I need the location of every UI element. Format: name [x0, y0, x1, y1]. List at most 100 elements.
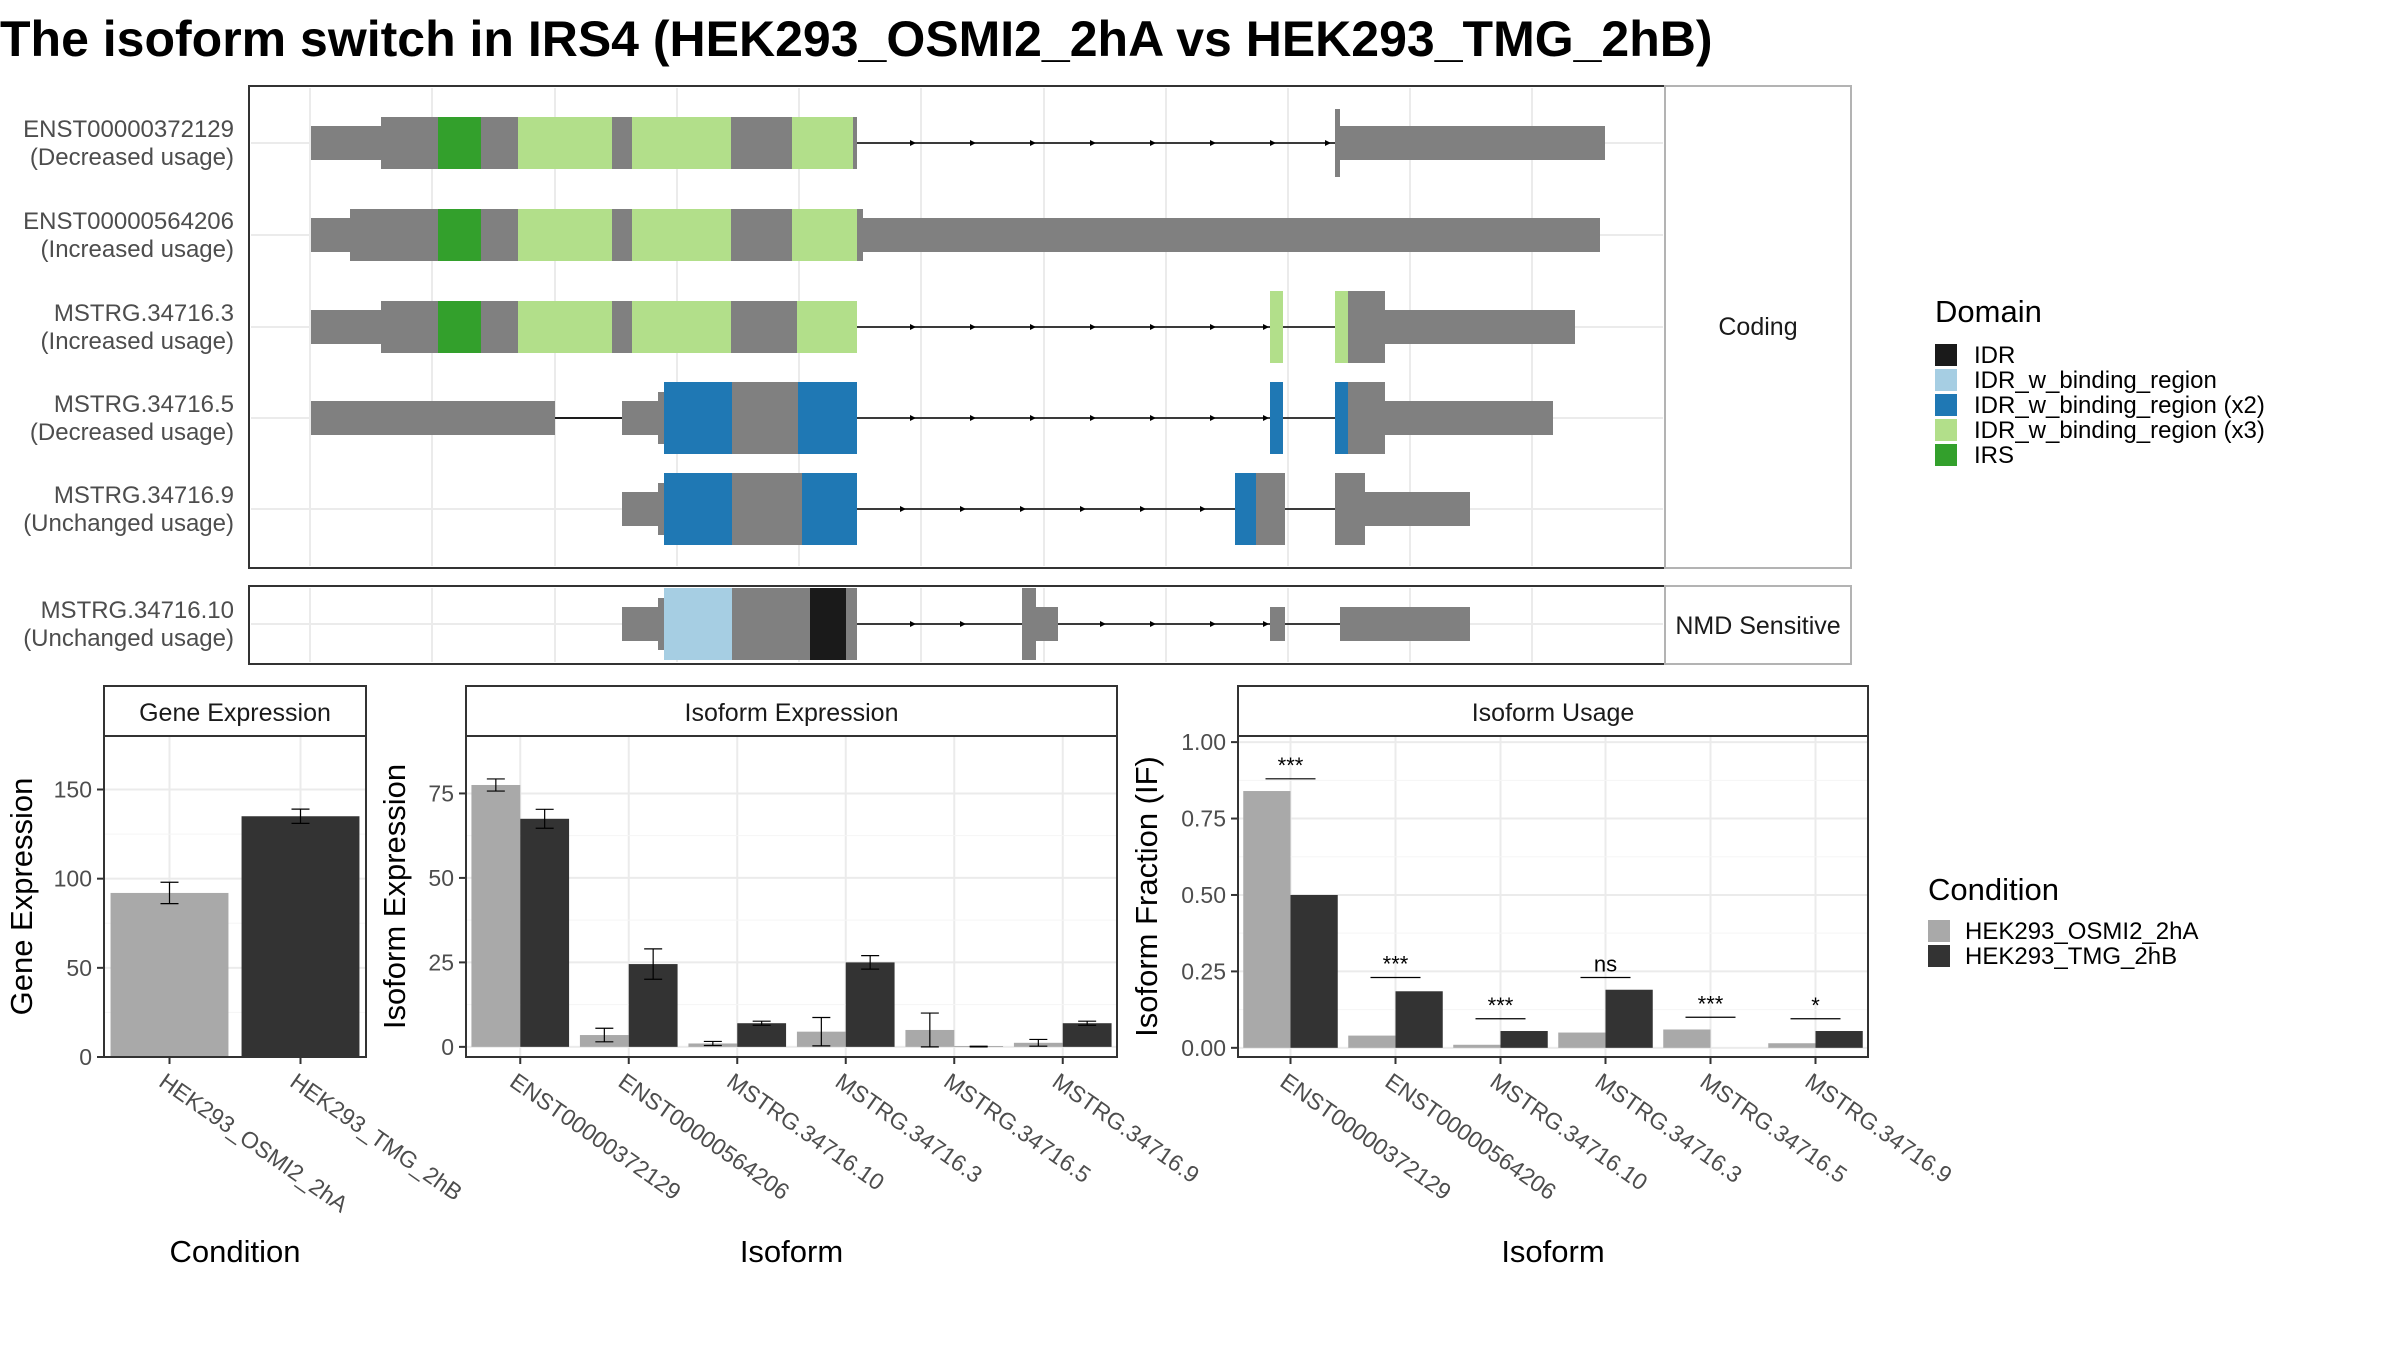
nmd-strip-label: NMD Sensitive [1675, 612, 1840, 640]
x-axis-title: Isoform [740, 1234, 843, 1269]
domain-legend: Domain IDRIDR_w_binding_regionIDR_w_bind… [1935, 294, 2265, 469]
panel-title: Gene Expression [139, 699, 331, 727]
panel-frame [1237, 735, 1869, 1058]
transcript-model [311, 209, 1600, 261]
bar [241, 816, 360, 1057]
transcript-usage-label: (Unchanged usage) [23, 625, 234, 652]
exon-block [731, 117, 792, 169]
exon-block [612, 117, 632, 169]
y-tick-label: 0.75 [1181, 806, 1226, 832]
domain-legend-swatch [1935, 444, 1957, 466]
x-tick-label: ENST00000372129 [1276, 1068, 1456, 1205]
plot-area [466, 736, 1117, 1057]
intron-arrow [1090, 415, 1096, 421]
exon-block [518, 209, 612, 261]
exon-block [1335, 382, 1348, 454]
exon-block [1235, 473, 1256, 545]
intron-arrow [1263, 324, 1269, 330]
bar [1062, 1023, 1112, 1047]
y-tick-label: 150 [54, 777, 92, 803]
intron-arrow [1270, 140, 1276, 146]
y-tick-label: 0 [79, 1044, 92, 1070]
significance-label: *** [1698, 991, 1724, 1016]
intron-arrow [960, 621, 966, 627]
bar [1243, 791, 1291, 1048]
domain-legend-label: IDR_w_binding_region [1974, 367, 2217, 394]
figure-title: The isoform switch in IRS4 (HEK293_OSMI2… [0, 11, 1713, 67]
exon-block [632, 209, 731, 261]
exon-block [863, 218, 1600, 252]
bar [1290, 894, 1338, 1048]
intron-arrow [1263, 621, 1269, 627]
panel-title: Isoform Usage [1472, 699, 1635, 727]
exon-block [732, 473, 802, 545]
y-tick-label: 0.00 [1181, 1035, 1226, 1061]
exon-block [732, 588, 810, 660]
transcript-usage-label: (Increased usage) [41, 236, 234, 263]
intron-arrow [1090, 140, 1096, 146]
exon-block [1335, 473, 1365, 545]
x-axis-title: Isoform [1501, 1234, 1604, 1269]
transcript-model [311, 291, 1575, 363]
bar [845, 962, 895, 1047]
exon-block [612, 301, 632, 353]
coding-strip [1664, 85, 1852, 569]
exon-block [857, 209, 863, 261]
exon-block [381, 117, 438, 169]
x-tick-label: ENST00000564206 [1381, 1068, 1561, 1205]
condition-legend-swatch [1928, 920, 1950, 942]
exon-block [1365, 492, 1470, 526]
significance-label: * [1811, 993, 1820, 1018]
panel-title: Isoform Expression [685, 699, 899, 727]
exon-block [350, 209, 438, 261]
exon-block [1385, 310, 1575, 344]
y-tick-label: 1.00 [1181, 729, 1226, 755]
bar [1663, 1029, 1711, 1048]
panel-strip [1237, 685, 1869, 737]
y-tick-label: 0.50 [1181, 882, 1226, 908]
significance-label: ns [1594, 952, 1617, 977]
exon-block [1335, 109, 1340, 177]
intron-arrow [1090, 324, 1096, 330]
domain-legend-items: IDRIDR_w_binding_regionIDR_w_binding_reg… [1935, 342, 2265, 469]
exon-block [1036, 607, 1058, 641]
bar [1500, 1031, 1548, 1048]
exon-block [481, 301, 518, 353]
panel-frame [465, 735, 1118, 1058]
exon-block [481, 117, 518, 169]
bar [737, 1023, 787, 1047]
transcript-shapes [311, 109, 1605, 660]
exon-block [664, 382, 732, 454]
transcript-model [622, 473, 1470, 545]
exon-block [1348, 291, 1385, 363]
transcript-model [311, 382, 1553, 454]
exon-block [518, 301, 612, 353]
transcript-id-label: MSTRG.34716.3 [54, 300, 234, 327]
exon-block [792, 209, 857, 261]
exon-block [1385, 401, 1553, 435]
intron-arrow [910, 140, 916, 146]
exon-block [1340, 126, 1605, 160]
intron-arrow [1263, 415, 1269, 421]
intron-arrow [1030, 140, 1036, 146]
nmd-strip [1664, 585, 1852, 665]
exon-block [622, 492, 658, 526]
exon-block [481, 209, 518, 261]
exon-block [664, 588, 732, 660]
exon-block [798, 382, 857, 454]
exon-block [1270, 291, 1283, 363]
intron-arrow [1030, 415, 1036, 421]
bar [471, 784, 521, 1047]
exon-block [311, 126, 383, 160]
isoform-usage-chart: Isoform Usage 0.00 0.25 0.50 0.75 1.00 ENST000… [1129, 685, 1957, 1269]
x-axis-title: Condition [170, 1234, 301, 1269]
bar [1395, 991, 1443, 1048]
intron-arrow [1030, 324, 1036, 330]
intron-arrow [910, 324, 916, 330]
exon-block [1348, 382, 1385, 454]
y-tick-label: 0.25 [1181, 958, 1226, 984]
exon-block [658, 392, 664, 444]
intron-arrow [1150, 415, 1156, 421]
exon-block [731, 301, 797, 353]
